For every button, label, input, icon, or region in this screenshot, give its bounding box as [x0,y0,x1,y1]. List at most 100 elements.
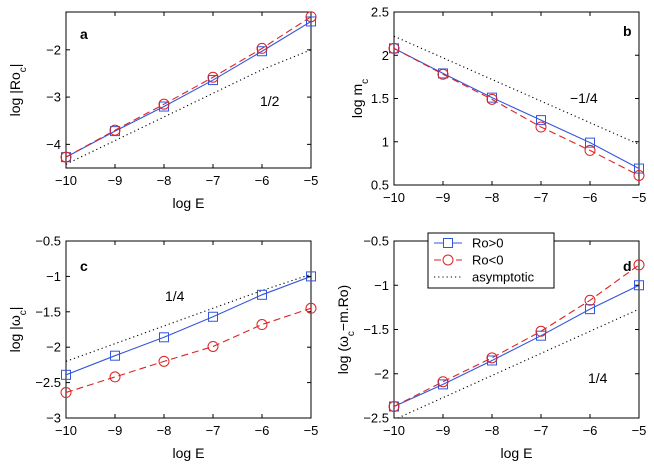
marker-ro-pos [110,350,120,361]
y-label-main: log |ω [7,315,23,352]
y-label-main: log |Ro [7,72,23,116]
y-tick-label: −1.5 [35,304,61,319]
marker-ro-neg [437,376,449,388]
y-tick-label: −2.5 [35,375,61,390]
marker-ro-pos [634,163,644,174]
y-tick-label: 1.5 [371,91,389,106]
series-line-ro-pos [66,20,311,158]
x-tick-label: −5 [304,423,319,438]
x-tick-label: −8 [485,190,500,205]
marker-ro-neg [207,71,219,83]
panel-label: b [623,23,632,39]
x-tick-label: −5 [632,423,647,438]
x-tick-label: −5 [304,173,319,188]
data-layer [394,264,639,418]
marker-ro-pos [306,271,316,282]
x-tick-label: −6 [583,423,598,438]
marker-ro-pos [257,289,267,300]
x-tick-label: −9 [436,190,451,205]
y-tick-label: 2.5 [371,5,389,20]
legend-label: asymptotic [472,270,535,285]
panel-b: −10 −9 −8 −7 −6 −5 0.5 1 1.5 2 2.5 log mc b −1/4 [349,5,646,206]
marker-ro-pos [536,115,546,126]
series-line-ro-neg [66,307,311,394]
series-line-ro-neg [394,264,639,407]
x-tick-label: −7 [206,173,221,188]
panel-label: d [623,258,632,274]
marker-ro-neg [633,259,645,271]
slope-label: 1/4 [588,370,608,386]
legend-label: Ro>0 [472,236,503,251]
asymptotic-line [66,273,311,362]
marker-ro-neg [535,121,547,133]
y-tick-label: −2 [46,340,61,355]
plot-frame [393,11,640,186]
marker-ro-neg [305,302,317,314]
legend-marker-ro-pos [443,238,453,248]
y-axis-label: log (ωc−m.Ro) [335,285,357,374]
marker-ro-neg [535,325,547,337]
legend-label: Ro<0 [472,253,503,268]
series-line-ro-pos [394,284,639,407]
data-layer [66,16,311,165]
x-tick-label: −9 [108,423,123,438]
y-tick-label: −2.5 [363,411,389,426]
panel-c: −10 −9 −8 −7 −6 −5 −3 −2.5 −2 −1.5 −1 −0.5 log E log … [7,234,318,462]
x-tick-label: −9 [436,423,451,438]
y-axis-label: log mc [349,79,371,118]
marker-ro-neg [584,144,596,156]
y-label-end: | [7,307,23,311]
plot-frame [65,11,312,169]
y-tick-label: −2 [46,42,61,57]
data-layer [66,273,311,394]
panel-label: a [80,26,88,42]
marker-ro-neg [584,294,596,306]
y-tick-label: −1.5 [363,322,389,337]
marker-ro-pos [536,330,546,341]
x-tick-label: −7 [534,190,549,205]
y-tick-label: 2 [382,48,389,63]
panel-label: c [80,258,88,274]
slope-label: 1/4 [165,288,185,304]
marker-ro-neg [305,11,317,23]
x-tick-label: −6 [583,190,598,205]
y-label-end: | [7,64,23,68]
x-tick-label: −5 [632,190,647,205]
y-tick-label: −3 [46,411,61,426]
y-label-subscript: c [346,331,357,336]
marker-ro-neg [388,42,400,54]
y-label-main: log (ω [335,336,351,374]
marker-ro-pos [208,311,218,322]
y-label-subscript: c [18,310,29,315]
x-axis-label: log E [173,195,205,211]
y-tick-label: −1 [374,278,389,293]
asymptotic-line [396,308,639,418]
marker-ro-neg [207,340,219,352]
slope-label: −1/4 [570,90,598,106]
panel-a: −10 −9 −8 −7 −6 −5 −4 −3 −2 log E log |Roc| a 1/2 [7,11,319,211]
marker-ro-neg [109,371,121,383]
x-axis-label: log E [501,445,533,461]
series-line-ro-neg [66,16,311,158]
y-label-subscript: c [18,67,29,72]
marker-ro-pos [634,280,644,291]
x-tick-label: −8 [485,423,500,438]
x-tick-label: −8 [157,173,172,188]
marker-ro-neg [60,151,72,163]
marker-ro-neg [388,400,400,412]
x-tick-label: −6 [255,173,270,188]
x-tick-label: −6 [255,423,270,438]
panel-d: −10 −9 −8 −7 −6 −5 −2.5 −2 −1.5 −1 −0.5 log E log (ω… [335,234,646,462]
marker-ro-neg [158,355,170,367]
marker-ro-neg [437,68,449,80]
plot-frame [65,240,312,419]
data-layer [394,35,639,176]
marker-ro-neg [486,352,498,364]
asymptotic-line [394,35,639,145]
marker-ro-neg [256,319,268,331]
legend: Ro>0 Ro<0 asymptotic [427,232,555,289]
x-tick-label: −10 [383,423,405,438]
marker-ro-pos [306,16,316,27]
y-axis-label: log |Roc| [7,64,29,117]
